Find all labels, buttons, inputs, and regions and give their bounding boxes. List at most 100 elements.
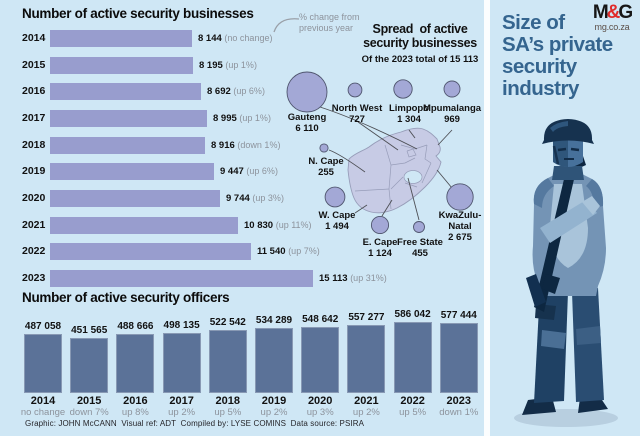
south-africa-map	[347, 127, 442, 214]
province-name-line: E. Cape	[362, 237, 398, 248]
officers-year-label: 2014	[30, 395, 56, 407]
officers-column-2016: 488 666 2016 up 8%	[112, 305, 158, 425]
officers-year-label: 2017	[169, 395, 194, 407]
officers-value: 488 666	[117, 321, 154, 332]
province-bubble	[370, 215, 390, 235]
businesses-value: 8 916	[211, 139, 235, 151]
businesses-row-2019: 2019 9 447 (up 6%)	[0, 161, 484, 187]
officers-columns: 487 058 2014 no change 451 565 2015 down 7% 48…	[20, 305, 482, 425]
province-value: 1 124	[368, 248, 392, 260]
officers-bar	[255, 328, 293, 393]
businesses-year-label: 2018	[22, 138, 46, 151]
businesses-bar	[50, 189, 220, 207]
province-name-line: Limpopo	[388, 103, 430, 114]
mg-logo: M&G mg.co.za	[586, 3, 638, 32]
percent-change-note: % change from previous year	[299, 12, 361, 35]
officers-bar	[70, 338, 109, 393]
province-name-line: North West	[331, 103, 383, 114]
officers-change: up 8%	[121, 407, 149, 418]
businesses-rows: 2014 8 144 (no change) 2015 8 195 (up 1%) 20…	[0, 28, 484, 293]
businesses-value: 9 744	[226, 192, 250, 204]
businesses-chart-title: Number of active security businesses	[22, 6, 254, 21]
officers-value: 577 444	[440, 310, 477, 321]
province-name-line: Gauteng	[287, 112, 327, 123]
province-bubble	[446, 183, 474, 211]
province-bubble	[347, 82, 363, 98]
province-label: KwaZulu- Natal 2 675	[433, 210, 487, 244]
officers-change: down 1%	[439, 407, 479, 418]
province-name-line: KwaZulu-	[438, 210, 482, 221]
province-value: 969	[444, 114, 460, 126]
officers-bar	[116, 334, 155, 393]
businesses-change: (up 31%)	[350, 272, 387, 283]
businesses-bar	[50, 109, 207, 127]
businesses-row-2015: 2015 8 195 (up 1%)	[0, 55, 484, 81]
logo-ampersand: &	[606, 2, 621, 23]
province-borders	[354, 144, 432, 210]
businesses-value: 8 995	[213, 112, 237, 124]
security-guard-illustration	[514, 119, 618, 427]
province-bubble	[319, 143, 329, 153]
note-pointer-line	[273, 18, 300, 33]
businesses-value-label: 8 916 (down 1%)	[211, 140, 280, 151]
businesses-year-label: 2019	[22, 165, 46, 178]
province-label: Limpopo 1 304	[377, 103, 441, 125]
credits-line: Graphic: JOHN McCANN Visual ref: ADT Com…	[25, 419, 365, 428]
main-title: Size of SA’s private security industry	[502, 11, 640, 101]
officers-value: 498 135	[163, 320, 200, 331]
spread-title-line-2: security businesses	[363, 35, 477, 50]
businesses-bar	[50, 269, 313, 287]
spread-section-header: Spread of active security businesses Of …	[350, 22, 490, 65]
businesses-value-label: 9 447 (up 6%)	[220, 166, 278, 177]
officers-bar	[439, 323, 478, 393]
logo-m: M	[592, 2, 609, 23]
officers-chart-title: Number of active security officers	[22, 290, 230, 305]
businesses-change: (up 1%)	[225, 59, 257, 70]
businesses-change: (up 7%)	[288, 246, 320, 257]
officers-value: 451 565	[71, 325, 108, 336]
officers-bar	[301, 327, 340, 393]
officers-column-2023: 577 444 2023 down 1%	[436, 305, 482, 425]
officers-change: no change	[20, 407, 66, 418]
province-label: Free State 455	[390, 237, 450, 259]
businesses-value-label: 15 113 (up 31%)	[319, 273, 387, 284]
businesses-value-label: 9 744 (up 3%)	[226, 193, 284, 204]
main-title-line-1: Size of	[502, 11, 565, 34]
officers-value: 534 289	[255, 315, 293, 326]
officers-year-label: 2020	[307, 395, 333, 407]
officers-change: up 5%	[399, 407, 427, 418]
guard-shadow	[514, 409, 618, 427]
businesses-change: (down 1%)	[237, 139, 281, 150]
businesses-value-label: 8 995 (up 1%)	[213, 113, 271, 124]
businesses-bar	[50, 136, 205, 154]
businesses-value: 8 195	[199, 59, 223, 71]
businesses-bar	[50, 243, 251, 261]
officers-column-2020: 548 642 2020 up 3%	[297, 305, 343, 425]
province-name-line: W. Cape	[318, 210, 356, 221]
officers-column-2014: 487 058 2014 no change	[20, 305, 66, 425]
businesses-bar	[50, 216, 238, 234]
officers-value: 548 642	[302, 314, 339, 325]
businesses-change: (up 11%)	[275, 219, 312, 230]
officers-value: 487 058	[24, 321, 62, 332]
note-line-1: % change from	[299, 12, 360, 22]
officers-value: 586 042	[394, 309, 431, 320]
province-label: Gauteng 6 110	[275, 112, 339, 134]
businesses-year-label: 2017	[22, 111, 46, 124]
businesses-value: 8 144	[198, 33, 222, 44]
businesses-year-label: 2023	[22, 271, 46, 284]
province-bubble	[324, 186, 346, 208]
officers-value: 522 542	[209, 317, 246, 328]
province-name-line: N. Cape	[308, 156, 344, 167]
spread-subtitle: Of the 2023 total of 15 113	[361, 53, 479, 65]
province-bubble	[443, 80, 461, 98]
spread-title-line-1: Spread of active	[372, 22, 468, 36]
businesses-year-label: 2015	[22, 58, 46, 71]
logo-site-url: mg.co.za	[594, 22, 630, 32]
businesses-value: 8 692	[207, 86, 231, 98]
mg-logo-text: M&G	[586, 3, 638, 22]
businesses-value-label: 10 830 (up 11%)	[244, 220, 312, 231]
main-title-line-4: industry	[502, 77, 579, 101]
businesses-change: (up 1%)	[239, 112, 271, 123]
businesses-row-2014: 2014 8 144 (no change)	[0, 28, 484, 54]
